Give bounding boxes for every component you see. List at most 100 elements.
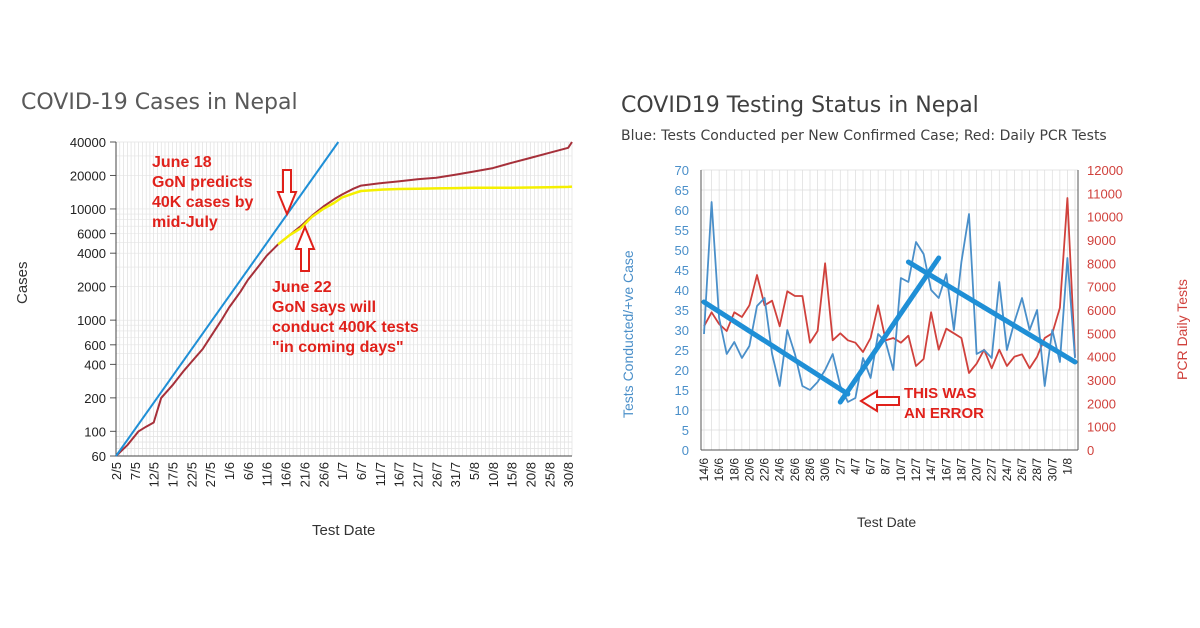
x-tick-label: 6/6 (241, 462, 256, 480)
x-tick-label: 11/7 (373, 462, 388, 486)
down-arrow-icon (276, 169, 298, 217)
annotation-line: "in coming days" (272, 339, 404, 356)
x-tick-label: 21/6 (297, 462, 312, 487)
x-tick-label: 8/7 (879, 458, 893, 475)
y2-tick-label: 0 (1087, 443, 1094, 458)
x-tick-label: 16/7 (392, 462, 407, 487)
y2-tick-label: 11000 (1087, 186, 1122, 201)
series-line (277, 185, 573, 246)
y-tick-label: 5 (682, 423, 689, 438)
x-tick-label: 10/8 (486, 462, 501, 487)
x-tick-label: 14/7 (924, 458, 938, 482)
x-tick-label: 20/8 (524, 462, 539, 487)
x-tick-label: 16/7 (939, 458, 953, 482)
x-tick-label: 24/7 (1000, 458, 1014, 482)
y-tick-label: 15 (675, 383, 689, 398)
x-tick-label: 12/5 (147, 462, 162, 487)
y-tick-label: 20000 (70, 168, 106, 183)
trend-line (837, 255, 942, 405)
x-tick-label: 28/6 (803, 458, 817, 482)
annotation-line: THIS WAS (904, 385, 977, 402)
x-tick-label: 16/6 (712, 458, 726, 482)
testing-chart-subtitle: Blue: Tests Conducted per New Confirmed … (621, 128, 1107, 144)
x-tick-label: 15/8 (505, 462, 520, 487)
trend-line (905, 259, 1078, 365)
x-tick-label: 1/6 (222, 462, 237, 480)
up-arrow-icon (294, 224, 316, 272)
annotation-line: 40K cases by (152, 194, 254, 211)
annotation-line: GoN predicts (152, 174, 253, 191)
x-tick-label: 1/8 (1060, 458, 1074, 475)
y-tick-label: 25 (675, 343, 689, 358)
annotation-line: conduct 400K tests (272, 319, 419, 336)
y-tick-label: 60 (92, 449, 106, 464)
x-tick-label: 30/8 (561, 462, 576, 487)
y2-tick-label: 6000 (1087, 303, 1116, 318)
y-tick-label: 10 (675, 403, 689, 418)
y2-tick-label: 4000 (1087, 350, 1116, 365)
y-tick-label: 2000 (77, 280, 106, 295)
y2-tick-label: 2000 (1087, 396, 1116, 411)
y2-tick-label: 12000 (1087, 163, 1123, 178)
y-tick-label: 600 (84, 338, 106, 353)
x-tick-label: 25/8 (542, 462, 557, 487)
cases-chart: 60 100 200 400 600 1000 2000 4000 6000 10000 20000… (70, 135, 576, 487)
testing-y-axis-title: Tests Conducted/+ve Case (620, 250, 636, 418)
x-tick-label: 11/6 (260, 462, 275, 486)
x-tick-label: 21/7 (410, 462, 425, 487)
y-tick-label: 1000 (77, 313, 106, 328)
y-tick-label: 50 (675, 243, 689, 258)
annotation-june-22: June 22 GoN says will conduct 400K tests… (272, 278, 419, 358)
annotation-line: June 22 (272, 279, 332, 296)
x-tick-label: 6/7 (864, 458, 878, 475)
tests-per-case-line (703, 201, 1076, 403)
x-tick-label: 2/7 (833, 458, 847, 475)
cases-x-axis-title: Test Date (312, 522, 376, 539)
y-tick-label: 100 (84, 424, 106, 439)
trend-line (701, 299, 851, 397)
cases-chart-panel: COVID-19 Cases in Nepal 60 100 200 400 600 10… (14, 90, 576, 539)
y-tick-label: 40000 (70, 135, 106, 150)
x-tick-label: 22/5 (184, 462, 199, 487)
y-tick-label: 20 (675, 363, 689, 378)
x-tick-label: 14/6 (697, 458, 711, 482)
annotation-june-18: June 18 GoN predicts 40K cases by mid-Ju… (152, 153, 253, 233)
x-tick-label: 12/7 (909, 458, 923, 482)
y-tick-label: 65 (675, 183, 689, 198)
y-tick-label: 55 (675, 223, 689, 238)
x-tick-label: 17/5 (166, 462, 181, 487)
x-tick-label: 18/6 (727, 458, 741, 482)
y2-tick-label: 7000 (1087, 280, 1116, 295)
x-tick-label: 26/6 (316, 462, 331, 487)
x-tick-label: 20/6 (742, 458, 756, 482)
testing-chart-title: COVID19 Testing Status in Nepal (621, 93, 979, 118)
annotation-error: THIS WAS AN ERROR (904, 384, 984, 424)
annotation-line: GoN says will (272, 299, 377, 316)
x-tick-label: 20/7 (970, 458, 984, 482)
y-tick-label: 60 (675, 203, 689, 218)
x-tick-label: 10/7 (894, 458, 908, 482)
y-tick-label: 400 (84, 357, 106, 372)
cases-y-axis-title: Cases (14, 261, 31, 304)
annotation-line: mid-July (152, 214, 218, 231)
x-tick-label: 18/7 (954, 458, 968, 482)
y-tick-label: 10000 (70, 202, 106, 217)
x-tick-label: 22/6 (758, 458, 772, 482)
y-tick-label: 4000 (77, 246, 106, 261)
annotation-line: AN ERROR (904, 405, 985, 422)
x-tick-label: 26/7 (429, 462, 444, 487)
x-tick-label: 26/7 (1015, 458, 1029, 482)
left-arrow-icon (859, 389, 900, 413)
x-tick-label: 26/6 (788, 458, 802, 482)
y-tick-label: 45 (675, 263, 689, 278)
series-line (115, 141, 340, 457)
x-tick-label: 16/6 (279, 462, 294, 487)
testing-chart-panel: COVID19 Testing Status in Nepal Blue: Te… (600, 0, 1200, 628)
annotation-line: June 18 (152, 154, 212, 171)
y2-tick-label: 5000 (1087, 326, 1116, 341)
pcr-tests-line (703, 197, 1076, 374)
x-tick-label: 6/7 (354, 462, 369, 480)
y2-tick-label: 1000 (1087, 420, 1116, 435)
y2-tick-label: 9000 (1087, 233, 1116, 248)
x-tick-label: 22/7 (985, 458, 999, 482)
